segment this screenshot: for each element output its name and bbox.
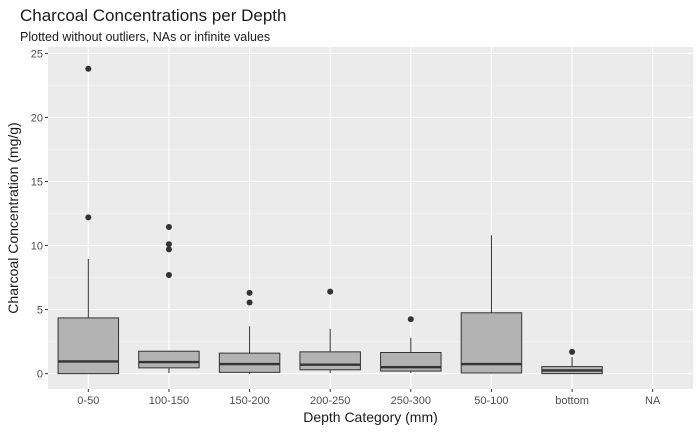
- y-tick-label: 0: [37, 369, 43, 381]
- y-tick-label: 25: [31, 48, 43, 60]
- plot-panel: [48, 47, 693, 389]
- box-50-100: [460, 235, 523, 374]
- outlier-point: [165, 241, 172, 248]
- box-iqr: [299, 351, 361, 371]
- outlier-point: [85, 65, 92, 72]
- x-tick-label: 50-100: [474, 395, 508, 407]
- y-tick-label: 5: [37, 305, 43, 317]
- box-series: [57, 65, 603, 375]
- box-200-250: [299, 288, 361, 373]
- outlier-point: [165, 223, 172, 230]
- x-axis-title: Depth Category (mm): [303, 409, 438, 425]
- y-tick-label: 20: [31, 112, 43, 124]
- box-250-300: [380, 316, 442, 373]
- outlier-point: [246, 289, 253, 296]
- minor-gridlines: [48, 85, 693, 342]
- x-tick-label: 0-50: [77, 395, 99, 407]
- box-iqr: [138, 350, 200, 369]
- outlier-point: [407, 316, 414, 323]
- chart-title: Charcoal Concentrations per Depth: [20, 6, 286, 25]
- x-tick-label: 150-200: [229, 395, 269, 407]
- y-tick-label: 10: [31, 241, 43, 253]
- chart-subtitle: Plotted without outliers, NAs or infinit…: [20, 30, 270, 44]
- y-axis-title: Charcoal Concentration (mg/g): [5, 122, 21, 313]
- x-tick-label: 100-150: [149, 395, 189, 407]
- x-tick-label: 200-250: [310, 395, 350, 407]
- outlier-point: [165, 272, 172, 278]
- x-tick-label: NA: [645, 395, 661, 407]
- box-150-200: [218, 289, 281, 374]
- box-iqr: [57, 317, 120, 375]
- box-bottom: [541, 348, 603, 375]
- outlier-point: [246, 299, 253, 306]
- outlier-point: [569, 348, 576, 355]
- box-100-150: [138, 223, 200, 373]
- outlier-point: [327, 288, 334, 295]
- outlier-point: [85, 214, 92, 221]
- box-iqr: [218, 352, 281, 373]
- y-tick-label: 15: [31, 176, 43, 188]
- box-0-50: [57, 65, 120, 375]
- x-axis: 0-50 100-150 150-200 200-250 250-300 50-100 bo…: [77, 389, 661, 407]
- outlier-point: [165, 246, 172, 253]
- x-tick-label: bottom: [555, 395, 589, 407]
- y-axis: 0 5 10 15 20 25: [31, 48, 48, 381]
- x-tick-label: 250-300: [391, 395, 431, 407]
